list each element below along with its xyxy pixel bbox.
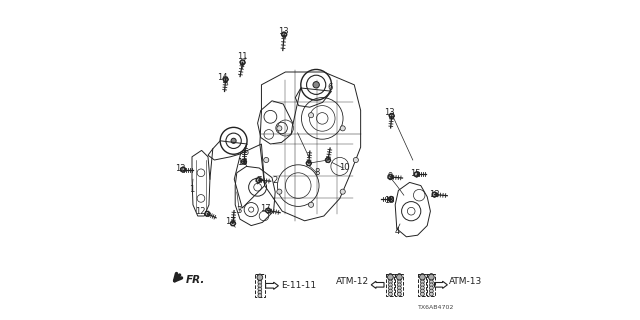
Text: 11: 11 [237, 52, 248, 61]
Circle shape [429, 292, 433, 296]
Text: 15: 15 [410, 169, 420, 178]
Circle shape [420, 286, 424, 290]
Circle shape [340, 126, 345, 131]
Circle shape [429, 274, 435, 280]
Circle shape [389, 114, 394, 118]
Text: 3: 3 [237, 206, 242, 215]
Text: E-11-11: E-11-11 [281, 281, 316, 290]
Circle shape [433, 192, 437, 197]
Circle shape [415, 172, 419, 177]
Text: 16: 16 [237, 158, 248, 167]
Circle shape [258, 274, 262, 278]
Circle shape [420, 277, 424, 281]
Text: 12: 12 [195, 207, 205, 216]
Circle shape [258, 294, 262, 298]
Circle shape [353, 157, 358, 163]
Circle shape [258, 287, 262, 291]
Bar [387, 274, 394, 296]
Circle shape [388, 277, 392, 281]
Text: FR.: FR. [186, 275, 205, 285]
Circle shape [388, 283, 392, 287]
Circle shape [429, 286, 433, 290]
Circle shape [308, 113, 314, 118]
Circle shape [240, 60, 245, 65]
Text: ATM-13: ATM-13 [449, 277, 482, 286]
Text: 8: 8 [315, 168, 320, 177]
Circle shape [242, 159, 246, 164]
Circle shape [420, 274, 424, 277]
Text: 5: 5 [243, 148, 248, 157]
Circle shape [258, 284, 262, 288]
Circle shape [429, 289, 433, 293]
Circle shape [429, 283, 433, 287]
Text: 12: 12 [175, 164, 186, 173]
Text: ATM-12: ATM-12 [335, 277, 369, 286]
Circle shape [308, 202, 314, 207]
Circle shape [397, 286, 401, 290]
Text: 7: 7 [256, 176, 261, 185]
Text: 13: 13 [429, 190, 440, 199]
Text: 10: 10 [339, 163, 349, 172]
Text: 13: 13 [278, 27, 289, 36]
Circle shape [266, 208, 271, 213]
Circle shape [388, 286, 392, 290]
Circle shape [420, 283, 424, 287]
Circle shape [257, 275, 263, 280]
Circle shape [397, 280, 401, 284]
Text: 4: 4 [394, 227, 399, 236]
Circle shape [258, 291, 262, 294]
Text: TX6AB4702: TX6AB4702 [418, 305, 454, 310]
Circle shape [397, 292, 401, 296]
Circle shape [231, 138, 236, 143]
Circle shape [420, 292, 424, 296]
Circle shape [420, 289, 424, 293]
Circle shape [256, 178, 261, 182]
Text: 2: 2 [273, 176, 278, 185]
Circle shape [388, 289, 392, 293]
Circle shape [429, 277, 433, 281]
Circle shape [277, 126, 282, 131]
Circle shape [388, 175, 393, 179]
Circle shape [264, 157, 269, 163]
Circle shape [180, 167, 186, 172]
Circle shape [397, 274, 401, 277]
Circle shape [313, 82, 319, 88]
Circle shape [420, 280, 424, 284]
Circle shape [231, 221, 236, 226]
Text: 1: 1 [189, 185, 194, 194]
Bar [396, 274, 403, 296]
Circle shape [258, 277, 262, 281]
Circle shape [429, 274, 433, 277]
Circle shape [388, 197, 393, 201]
Text: 6: 6 [328, 83, 333, 92]
Circle shape [420, 274, 425, 280]
Circle shape [282, 32, 287, 37]
Circle shape [397, 274, 403, 280]
Text: 17: 17 [260, 204, 271, 213]
Circle shape [205, 212, 210, 216]
Text: 9: 9 [387, 172, 392, 181]
Circle shape [307, 161, 311, 165]
Text: 14: 14 [217, 73, 228, 82]
Circle shape [277, 189, 282, 194]
Text: 13: 13 [385, 108, 395, 117]
Text: 17: 17 [225, 217, 236, 226]
Bar [255, 274, 265, 297]
Circle shape [429, 280, 433, 284]
Circle shape [397, 283, 401, 287]
Circle shape [388, 292, 392, 296]
Circle shape [326, 158, 330, 162]
Circle shape [258, 281, 262, 284]
Bar [419, 274, 426, 296]
Circle shape [388, 280, 392, 284]
Bar [428, 274, 435, 296]
Circle shape [223, 77, 228, 82]
Circle shape [340, 189, 345, 194]
Circle shape [388, 274, 393, 280]
Circle shape [397, 277, 401, 281]
Text: 15: 15 [385, 196, 395, 204]
Circle shape [388, 274, 392, 277]
Circle shape [397, 289, 401, 293]
